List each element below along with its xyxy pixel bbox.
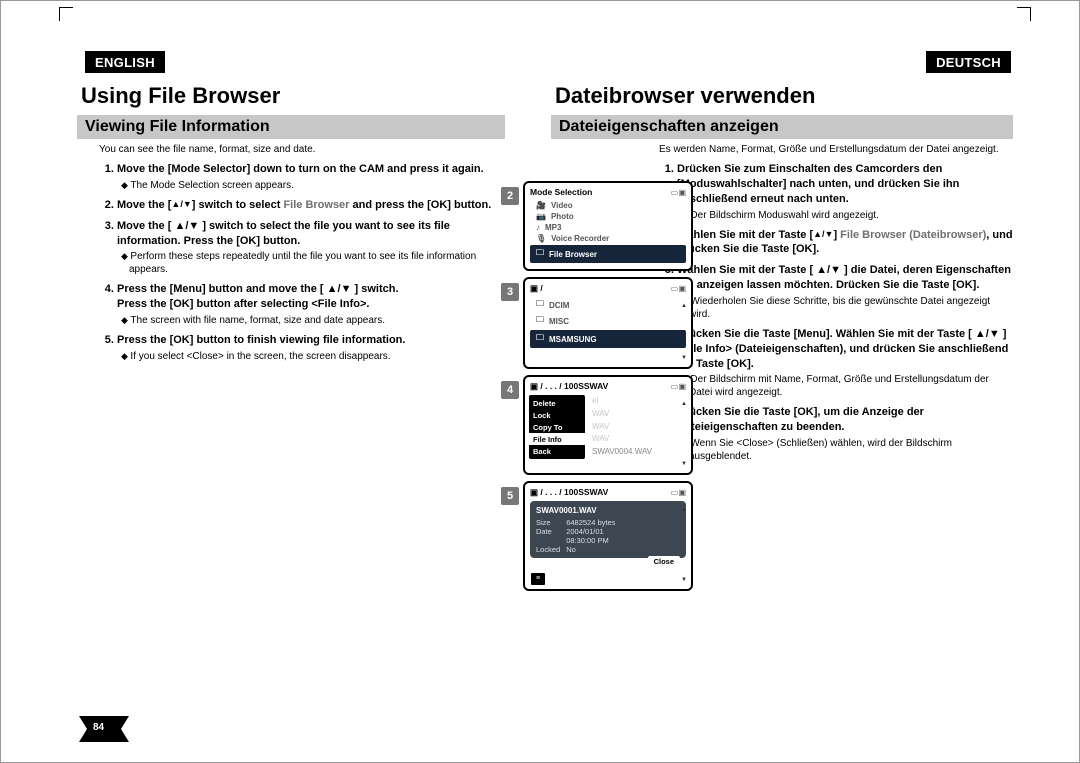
step-note: If you select <Close> in the screen, the… — [117, 350, 505, 363]
step-note: Der Bildschirm Moduswahl wird angezeigt. — [677, 209, 1013, 222]
menu-lock: Lock — [529, 409, 585, 421]
english-column: ENGLISH Using File Browser Viewing File … — [71, 41, 545, 732]
section-header-de: Dateieigenschaften anzeigen — [551, 115, 1013, 139]
mode-item-selected: 🗀File Browser — [530, 245, 686, 263]
step-badge: 2 — [501, 187, 519, 205]
mode-item: ♪MP3 — [530, 222, 686, 233]
step-4-de: Drücken Sie die Taste [Menu]. Wählen Sie… — [677, 327, 1013, 400]
folder-item: 🗀MISC — [530, 313, 686, 329]
video-icon: 🎥 — [536, 201, 546, 210]
folder-outline-icon: 🗀 — [536, 298, 544, 312]
page-number: 84 — [93, 722, 104, 733]
battery-icon: ▭ ▣ — [671, 382, 685, 391]
step-note: The screen with file name, format, size … — [117, 314, 505, 327]
step-5-de: Drücken Sie die Taste [OK], um die Anzei… — [677, 405, 1013, 463]
mode-item: 🎥Video — [530, 200, 686, 211]
steps-en: Move the [Mode Selector] down to turn on… — [117, 162, 505, 363]
screen-header: ▣ / . . . / 100SSWAV — [530, 381, 686, 392]
folder-item: 🗀DCIM — [530, 297, 686, 313]
lang-tab-english: ENGLISH — [85, 51, 165, 73]
step-2-en: Move the [▲/▼] switch to select File Bro… — [117, 198, 505, 213]
step-note: The Mode Selection screen appears. — [117, 179, 505, 192]
battery-icon: ▭ ▣ — [671, 188, 685, 197]
screen-unit-2: 2 ▭ ▣ Mode Selection 🎥Video 📷Photo ♪MP3 … — [501, 181, 701, 271]
info-table: Size6482524 bytes Date2004/01/01 08:30:0… — [536, 518, 621, 554]
section-header-en: Viewing File Information — [77, 115, 505, 139]
folder-outline-icon: 🗀 — [536, 332, 544, 346]
folder-outline-icon: 🗀 — [536, 314, 544, 328]
step-text: Move the [ ▲/▼ ] switch to select the fi… — [117, 220, 450, 247]
step-3-de: Wählen Sie mit der Taste [ ▲/▼ ] die Dat… — [677, 263, 1013, 321]
lcd-screen-context-menu: ▭ ▣ ▣ / . . . / 100SSWAV Delete Lock Cop… — [523, 375, 693, 475]
step-text: Press the [Menu] button and move the [ ▲… — [117, 283, 399, 310]
battery-icon: ▭ ▣ — [671, 488, 685, 497]
close-button: Close — [648, 556, 680, 567]
lcd-screen-folders: ▭ ▣ ▣ / 🗀DCIM 🗀MISC 🗀MSAMSUNG ▲▼ — [523, 277, 693, 369]
manual-page: ENGLISH Using File Browser Viewing File … — [0, 0, 1080, 763]
voice-icon: 🎙 — [536, 234, 546, 243]
folder-item-selected: 🗀MSAMSUNG — [530, 330, 686, 348]
intro-en: You can see the file name, format, size … — [99, 143, 505, 156]
screen-unit-5: 5 ▭ ▣ ▣ / . . . / 100SSWAV SWAV0001.WAV … — [501, 481, 701, 591]
screen-header: Mode Selection — [530, 187, 686, 197]
file-name: SWAV0001.WAV — [536, 506, 680, 515]
step-text: Press the [OK] button to finish viewing … — [117, 334, 405, 346]
step-note: Wiederholen Sie diese Schritte, bis die … — [677, 295, 1013, 321]
step-badge: 3 — [501, 283, 519, 301]
step-text: Move the [Mode Selector] down to turn on… — [117, 163, 484, 175]
menu-delete: Delete — [529, 397, 585, 409]
scroll-indicator: ▲▼ — [681, 401, 687, 467]
context-menu: Delete Lock Copy To File Info Back — [529, 395, 585, 459]
step-note: Der Bildschirm mit Name, Format, Größe u… — [677, 373, 1013, 399]
step-text: Drücken Sie die Taste [Menu]. Wählen Sie… — [677, 328, 1008, 370]
step-2-de: Wählen Sie mit der Taste [▲/▼] File Brow… — [677, 228, 1013, 258]
menu-back: Back — [529, 445, 585, 457]
screen-header: ▣ / — [530, 283, 686, 294]
step-1-de: Drücken Sie zum Einschalten des Camcorde… — [677, 162, 1013, 222]
step-note: Perform these steps repeatedly until the… — [117, 250, 505, 276]
scroll-indicator: ▲▼ — [681, 507, 687, 583]
mp3-icon: ♪ — [536, 223, 540, 232]
menu-icon: ≡ — [531, 573, 545, 585]
battery-icon: ▭ ▣ — [671, 284, 685, 293]
info-panel: SWAV0001.WAV Size6482524 bytes Date2004/… — [530, 501, 686, 558]
menu-fileinfo: File Info — [529, 433, 585, 445]
step-1-en: Move the [Mode Selector] down to turn on… — [117, 162, 505, 192]
step-badge: 4 — [501, 381, 519, 399]
step-4-en: Press the [Menu] button and move the [ ▲… — [117, 282, 505, 327]
step-text: Move the [▲/▼] switch to select File Bro… — [117, 199, 491, 211]
step-badge: 5 — [501, 487, 519, 505]
screens-column: 2 ▭ ▣ Mode Selection 🎥Video 📷Photo ♪MP3 … — [501, 181, 701, 597]
screen-header: ▣ / . . . / 100SSWAV — [530, 487, 686, 498]
mode-item: 🎙Voice Recorder — [530, 233, 686, 244]
lcd-screen-mode-selection: ▭ ▣ Mode Selection 🎥Video 📷Photo ♪MP3 🎙V… — [523, 181, 693, 271]
photo-icon: 📷 — [536, 212, 546, 221]
screen-unit-4: 4 ▭ ▣ ▣ / . . . / 100SSWAV Delete Lock C… — [501, 375, 701, 475]
lang-tab-deutsch: DEUTSCH — [926, 51, 1011, 73]
screen-unit-3: 3 ▭ ▣ ▣ / 🗀DCIM 🗀MISC 🗀MSAMSUNG ▲▼ — [501, 277, 701, 369]
menu-copyto: Copy To — [529, 421, 585, 433]
scroll-indicator: ▲▼ — [681, 303, 687, 361]
lcd-screen-file-info: ▭ ▣ ▣ / . . . / 100SSWAV SWAV0001.WAV Si… — [523, 481, 693, 591]
step-text: Drücken Sie die Taste [OK], um die Anzei… — [677, 406, 924, 433]
mode-item: 📷Photo — [530, 211, 686, 222]
intro-de: Es werden Name, Format, Größe und Erstel… — [659, 143, 1013, 156]
folder-icon: 🗀 — [536, 247, 544, 261]
step-note: Wenn Sie <Close> (Schließen) wählen, wir… — [677, 437, 1013, 463]
page-title-de: Dateibrowser verwenden — [555, 83, 1013, 109]
page-title-en: Using File Browser — [81, 83, 505, 109]
step-text: Wählen Sie mit der Taste [▲/▼] File Brow… — [677, 229, 1013, 256]
step-5-en: Press the [OK] button to finish viewing … — [117, 333, 505, 363]
page-number-badge: 84 — [79, 716, 129, 742]
steps-de: Drücken Sie zum Einschalten des Camcorde… — [677, 162, 1013, 463]
step-3-en: Move the [ ▲/▼ ] switch to select the fi… — [117, 219, 505, 277]
step-text: Drücken Sie zum Einschalten des Camcorde… — [677, 163, 959, 205]
step-text: Wählen Sie mit der Taste [ ▲/▼ ] die Dat… — [677, 264, 1011, 291]
